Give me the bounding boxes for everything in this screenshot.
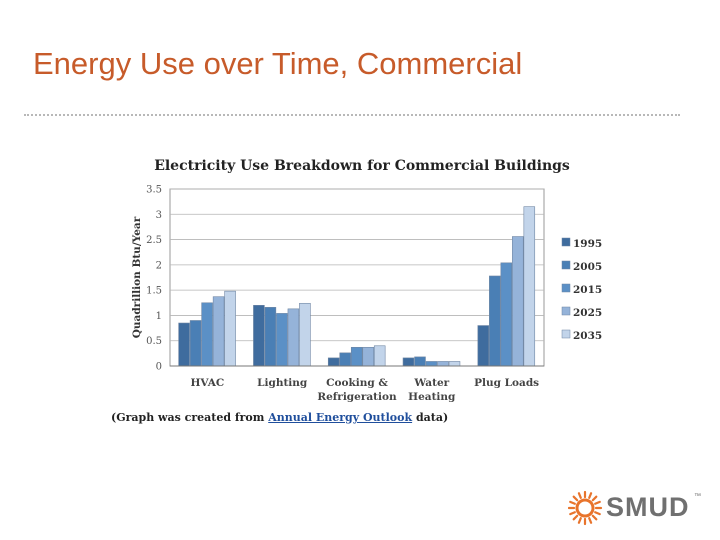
sun-ray <box>577 517 582 524</box>
sun-ray <box>588 517 593 524</box>
bar <box>299 302 311 367</box>
bar <box>224 290 236 367</box>
legend: 1995 2005 2015 2025 2035 <box>561 237 602 342</box>
y-tick-label: 1.5 <box>146 286 162 297</box>
legend-label: 2015 <box>573 284 602 296</box>
bar <box>512 236 524 367</box>
annual-energy-outlook-link[interactable]: Annual Energy Outlook <box>268 411 413 424</box>
y-tick-label: 3.5 <box>146 185 162 196</box>
y-axis-label: Quadrillion Btu/Year <box>131 216 143 338</box>
title-divider <box>24 114 680 116</box>
legend-label: 2005 <box>573 261 602 273</box>
plot-area: 0 0.5 1 1.5 2 2.5 3 3.5 Quadrillion Btu/Year HVAC… <box>131 185 545 403</box>
bar <box>212 296 225 367</box>
bar <box>437 361 449 367</box>
bar <box>448 361 461 367</box>
legend-label: 2025 <box>573 307 602 319</box>
category-label: Water <box>413 377 449 389</box>
bar <box>327 357 340 367</box>
bar <box>373 345 386 367</box>
sun-ray <box>594 500 601 505</box>
sun-ray <box>591 514 598 521</box>
sun-ray <box>577 492 582 499</box>
y-tick-label: 3 <box>156 210 162 221</box>
category-label: Refrigeration <box>317 391 397 403</box>
legend-label: 1995 <box>573 238 602 250</box>
bar <box>253 305 265 367</box>
bar <box>425 361 438 367</box>
bar <box>500 262 513 367</box>
sun-ray <box>569 500 576 505</box>
bar <box>477 325 490 367</box>
legend-swatch <box>561 260 571 270</box>
category-label: Heating <box>408 391 456 403</box>
bar <box>402 357 415 367</box>
bar <box>189 320 202 367</box>
bar <box>414 356 426 367</box>
sun-ray <box>572 514 579 521</box>
category-label: Cooking & <box>326 377 388 389</box>
y-tick-label: 0 <box>156 362 162 373</box>
bar <box>523 206 536 367</box>
bar <box>350 346 363 367</box>
smud-logo: SMUD ™ <box>568 490 708 526</box>
sun-ray <box>572 495 579 502</box>
caption-suffix: data) <box>412 411 449 424</box>
sun-ray <box>594 511 601 516</box>
sun-icon <box>568 490 603 526</box>
sun-ray <box>591 495 598 502</box>
bar <box>201 302 213 367</box>
bar <box>339 352 351 367</box>
sun-ray <box>588 492 593 499</box>
legend-swatch <box>561 237 571 247</box>
y-tick-label: 1 <box>156 311 162 322</box>
legend-label: 2035 <box>573 330 602 342</box>
legend-swatch <box>561 283 571 293</box>
slide-title: Energy Use over Time, Commercial <box>33 46 523 81</box>
bar <box>362 346 374 367</box>
bar <box>276 313 288 367</box>
y-tick-label: 0.5 <box>146 336 162 347</box>
sun-ray <box>569 511 576 516</box>
category-label: Plug Loads <box>474 377 539 389</box>
y-tick-label: 2.5 <box>146 235 162 246</box>
bar <box>178 322 190 367</box>
category-label: HVAC <box>191 377 225 389</box>
logo-text: SMUD <box>606 492 690 522</box>
sun-ring <box>575 498 595 518</box>
legend-swatch <box>561 306 571 316</box>
bar <box>287 308 300 367</box>
category-label: Lighting <box>257 377 308 389</box>
logo-trademark: ™ <box>694 493 701 500</box>
chart-title: Electricity Use Breakdown for Commercial… <box>154 158 570 174</box>
legend-swatch <box>561 329 571 339</box>
caption-prefix: (Graph was created from <box>111 411 269 424</box>
y-tick-label: 2 <box>156 260 162 271</box>
bar <box>264 307 277 367</box>
chart-caption: (Graph was created from Annual Energy Ou… <box>111 411 448 424</box>
bar <box>489 275 501 367</box>
